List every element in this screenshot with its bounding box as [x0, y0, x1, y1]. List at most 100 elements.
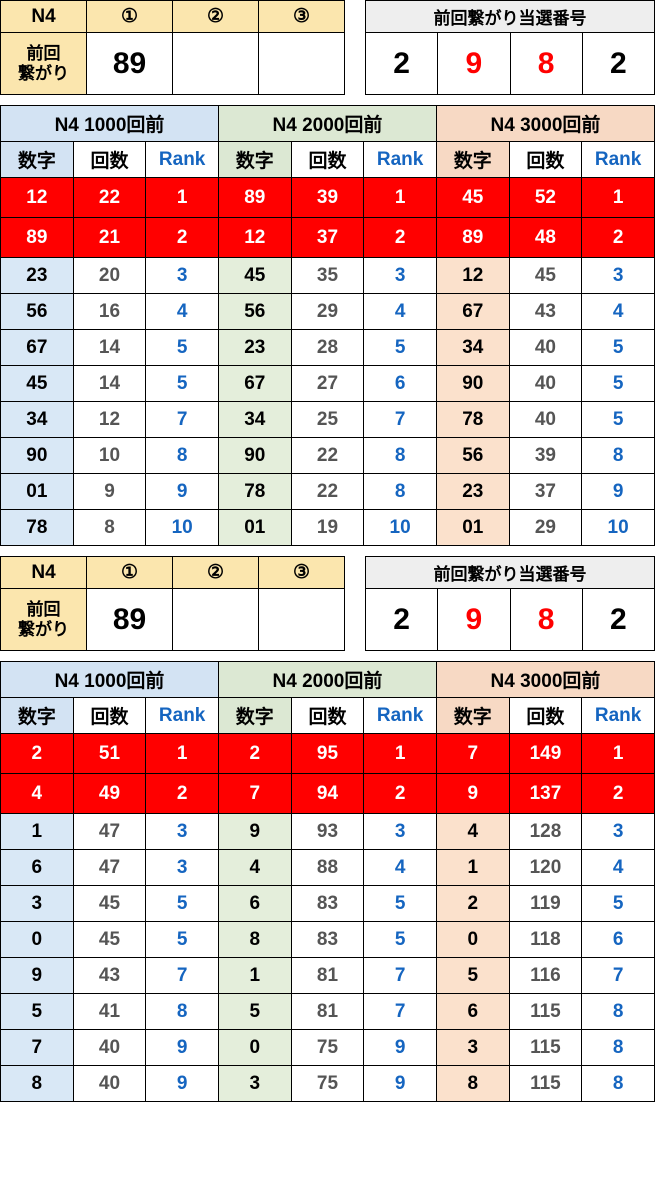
cell-number: 23 [436, 474, 509, 510]
cell-rank: 7 [146, 958, 219, 994]
n4-title: N4 [1, 1, 87, 33]
cell-rank: 3 [582, 258, 655, 294]
cell-number: 1 [218, 958, 291, 994]
cell-number: 3 [1, 886, 74, 922]
col-header-rank-blue: Rank [146, 698, 219, 734]
cell-rank: 3 [364, 814, 437, 850]
cell-number: 56 [1, 294, 74, 330]
col-header-count-blue: 回数 [73, 698, 146, 734]
cell-rank: 1 [582, 734, 655, 774]
cell-count: 115 [509, 1030, 582, 1066]
cell-count: 37 [509, 474, 582, 510]
cell-count: 10 [73, 438, 146, 474]
prev-number-0: 2 [366, 33, 438, 95]
cell-number: 3 [436, 1030, 509, 1066]
prev-number-1: 9 [438, 33, 510, 95]
cell-rank: 5 [364, 922, 437, 958]
cell-count: 39 [509, 438, 582, 474]
cell-count: 51 [73, 734, 146, 774]
col-header-number-orange: 数字 [436, 142, 509, 178]
cell-number: 5 [218, 994, 291, 1030]
cell-count: 45 [509, 258, 582, 294]
cell-count: 83 [291, 922, 364, 958]
cell-number: 8 [436, 1066, 509, 1102]
table-row: 23 20 3 45 35 3 12 45 3 [1, 258, 655, 294]
cell-number: 2 [436, 886, 509, 922]
cell-number: 89 [218, 178, 291, 218]
cell-number: 67 [1, 330, 74, 366]
n4-col-header-1: ② [173, 1, 259, 33]
cell-count: 75 [291, 1030, 364, 1066]
cell-count: 14 [73, 330, 146, 366]
cell-count: 47 [73, 850, 146, 886]
cell-rank: 9 [364, 1030, 437, 1066]
cell-count: 27 [291, 366, 364, 402]
cell-number: 6 [218, 886, 291, 922]
cell-rank: 4 [146, 294, 219, 330]
cell-count: 40 [509, 330, 582, 366]
cell-rank: 8 [582, 1030, 655, 1066]
cell-number: 34 [436, 330, 509, 366]
cell-rank: 8 [146, 994, 219, 1030]
cell-rank: 3 [364, 258, 437, 294]
cell-number: 89 [1, 218, 74, 258]
col-header-count-green: 回数 [291, 142, 364, 178]
cell-count: 29 [509, 510, 582, 546]
table-row: 90 10 8 90 22 8 56 39 8 [1, 438, 655, 474]
n4-value-0: 89 [87, 33, 173, 95]
cell-count: 93 [291, 814, 364, 850]
col-header-rank-orange: Rank [582, 142, 655, 178]
cell-count: 40 [509, 402, 582, 438]
cell-count: 149 [509, 734, 582, 774]
table-row: 5 41 8 5 81 7 6 115 8 [1, 994, 655, 1030]
cell-count: 45 [73, 922, 146, 958]
n4-value-0: 89 [87, 589, 173, 651]
cell-rank: 10 [364, 510, 437, 546]
cell-number: 2 [1, 734, 74, 774]
cell-rank: 5 [582, 402, 655, 438]
prev-title: 前回繋がり当選番号 [366, 1, 655, 33]
cell-number: 7 [1, 1030, 74, 1066]
cell-count: 21 [73, 218, 146, 258]
cell-number: 34 [218, 402, 291, 438]
cell-number: 9 [218, 814, 291, 850]
table-row: 56 16 4 56 29 4 67 43 4 [1, 294, 655, 330]
cell-count: 20 [73, 258, 146, 294]
cell-number: 67 [218, 366, 291, 402]
cell-number: 78 [1, 510, 74, 546]
cell-rank: 9 [146, 474, 219, 510]
cell-count: 29 [291, 294, 364, 330]
cell-rank: 7 [364, 994, 437, 1030]
group-title-blue: N4 1000回前 [1, 662, 219, 698]
cell-rank: 1 [582, 178, 655, 218]
cell-rank: 3 [146, 258, 219, 294]
cell-rank: 5 [582, 330, 655, 366]
cell-count: 45 [73, 886, 146, 922]
cell-rank: 2 [364, 774, 437, 814]
cell-count: 88 [291, 850, 364, 886]
cell-number: 0 [218, 1030, 291, 1066]
cell-rank: 7 [364, 402, 437, 438]
cell-count: 137 [509, 774, 582, 814]
cell-count: 95 [291, 734, 364, 774]
cell-rank: 1 [146, 734, 219, 774]
table-row: 2 51 1 2 95 1 7 149 1 [1, 734, 655, 774]
cell-number: 90 [1, 438, 74, 474]
col-header-count-orange: 回数 [509, 142, 582, 178]
n4-value-1 [173, 33, 259, 95]
cell-rank: 2 [146, 218, 219, 258]
cell-number: 23 [218, 330, 291, 366]
cell-count: 8 [73, 510, 146, 546]
cell-count: 41 [73, 994, 146, 1030]
cell-rank: 1 [364, 178, 437, 218]
main-data-table-1: N4 1000回前 N4 2000回前 N4 3000回前 数字 回数 Rank 数… [0, 105, 655, 546]
cell-rank: 1 [146, 178, 219, 218]
cell-number: 23 [1, 258, 74, 294]
n4-row-label: 前回 繋がり [1, 33, 87, 95]
col-header-count-orange: 回数 [509, 698, 582, 734]
